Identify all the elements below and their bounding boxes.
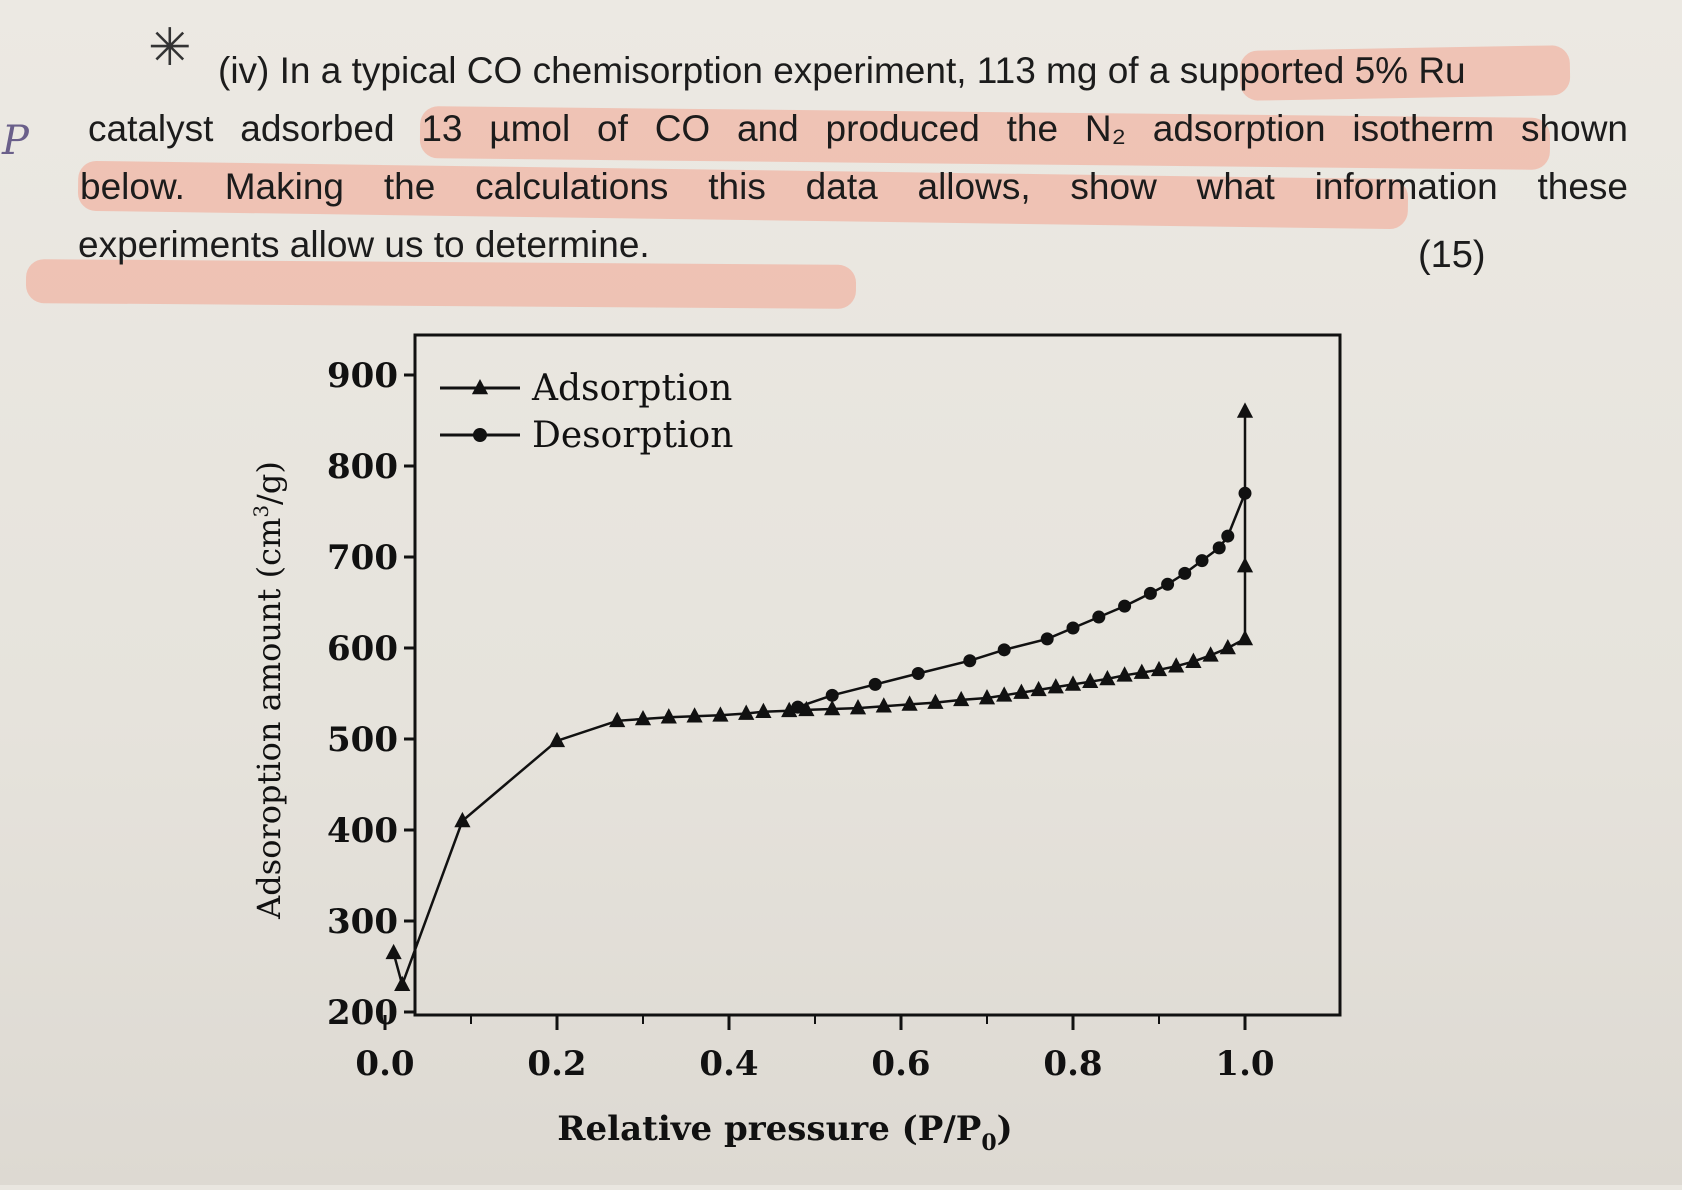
series-line-desorption <box>797 492 1247 709</box>
desorption-point <box>791 700 805 714</box>
adsorption-point <box>1047 678 1064 694</box>
x-tick-label: 0.6 <box>871 1044 930 1084</box>
adsorption-point <box>1082 672 1099 688</box>
marks-label: (15) <box>1418 234 1486 276</box>
asterisk-icon: ✳ <box>148 19 192 77</box>
desorption-point <box>1161 577 1175 591</box>
y-tick-label: 200 <box>327 993 398 1033</box>
adsorption-point <box>385 943 402 960</box>
y-tick-label: 900 <box>327 356 398 396</box>
desorption-point <box>1118 599 1132 613</box>
desorption-point <box>1212 541 1226 555</box>
adsorption-point <box>978 689 996 705</box>
adsorption-point <box>996 686 1013 702</box>
adsorption-point <box>824 699 841 716</box>
adsorption-point <box>1064 675 1082 691</box>
adsorption-point <box>738 704 755 720</box>
adsorption-point <box>1219 639 1236 655</box>
adsorption-point <box>798 700 815 717</box>
question-line-2: catalyst adsorbed 13 µmol of CO and prod… <box>88 108 1628 149</box>
y-tick-label: 400 <box>327 811 398 851</box>
legend-label: Adsorption <box>531 368 732 409</box>
adsorption-point <box>755 702 772 718</box>
y-tick-label: 500 <box>327 720 398 760</box>
desorption-point <box>1221 529 1235 543</box>
legend-triangle-marker <box>471 379 489 395</box>
legend-label: Desorption <box>532 415 733 456</box>
y-tick-label: 700 <box>327 538 398 578</box>
adsorption-point <box>609 711 626 728</box>
adsorption-point <box>660 708 677 724</box>
y-tick-label: 600 <box>327 629 398 669</box>
adsorption-point <box>454 811 471 828</box>
y-axis-label: Adsoroption amount (cm3/g) <box>249 461 288 920</box>
desorption-point <box>1040 632 1054 646</box>
adsorption-point <box>1013 683 1030 699</box>
adsorption-point <box>927 693 944 709</box>
question-line-1: (iv) In a typical CO chemisorption exper… <box>88 42 1628 100</box>
desorption-point <box>1092 610 1106 624</box>
adsorption-point <box>1099 669 1116 686</box>
legend-circle-marker <box>473 428 487 442</box>
series-markers <box>385 402 1254 991</box>
adsorption-point <box>1202 646 1219 662</box>
desorption-point <box>868 677 882 691</box>
series-line-adsorption <box>392 411 1247 989</box>
y-axis-label-sup: 3 <box>249 505 273 518</box>
axes-group: 200 300 400 500 600 700 800 900 0.0 0.2 0.4 0.6 0.8 1… <box>327 356 1275 1084</box>
desorption-point <box>1195 554 1209 568</box>
x-tick-label: 0.2 <box>527 1044 586 1084</box>
desorption-point <box>1178 566 1192 580</box>
adsorption-point <box>712 706 729 722</box>
adsorption-point <box>1236 557 1254 573</box>
adsorption-point <box>1236 629 1254 646</box>
desorption-point <box>997 643 1011 657</box>
desorption-point <box>911 666 925 680</box>
x-tick-label: 0.8 <box>1043 1044 1102 1084</box>
adsorption-point <box>1133 663 1150 679</box>
question-line-3: below. Making the calculations this data… <box>80 166 1628 207</box>
x-axis-label: Relative pressure (P/P0) <box>557 1109 1012 1156</box>
adsorption-point <box>849 699 867 715</box>
y-tick-label: 800 <box>327 447 398 487</box>
x-axis-label-close: ) <box>997 1109 1013 1149</box>
desorption-point <box>825 688 839 702</box>
adsorption-point <box>1030 680 1047 697</box>
series-lines <box>392 411 1247 989</box>
desorption-point <box>963 654 977 668</box>
legend: Adsorption Desorption <box>440 368 733 456</box>
question-line-1-text: In a typical CO chemisorption experiment… <box>279 50 1466 91</box>
adsorption-point <box>1185 652 1202 668</box>
adsorption-point <box>781 701 798 718</box>
adsorption-point <box>953 690 970 707</box>
question-line-4: experiments allow us to determine. <box>78 224 650 265</box>
y-axis-label-main: Adsoroption amount (cm <box>250 518 288 920</box>
x-axis-label-sub: 0 <box>981 1130 996 1156</box>
adsorption-point <box>394 975 411 991</box>
y-axis-label-close: /g) <box>250 461 288 505</box>
adsorption-point <box>548 731 566 748</box>
desorption-point <box>1143 586 1157 600</box>
plot-frame <box>413 333 1342 1017</box>
x-tick-label: 0.0 <box>355 1044 414 1084</box>
y-tick-label: 300 <box>327 902 398 942</box>
x-tick-label: 0.4 <box>699 1044 758 1084</box>
x-tick-label: 1.0 <box>1215 1044 1274 1084</box>
adsorption-point <box>1168 657 1185 673</box>
adsorption-point <box>1236 402 1254 418</box>
question-text: (iv) In a typical CO chemisorption exper… <box>78 42 1628 274</box>
adsorption-point <box>686 707 703 723</box>
adsorption-point <box>1116 666 1133 682</box>
adsorption-point <box>1150 660 1168 677</box>
adsorption-point <box>901 695 918 711</box>
desorption-point <box>1238 486 1252 500</box>
x-axis-label-main: Relative pressure (P/P <box>557 1109 981 1149</box>
adsorption-point <box>634 709 652 726</box>
margin-note: P <box>2 118 29 164</box>
desorption-point <box>1066 621 1080 635</box>
adsorption-point <box>875 697 892 713</box>
question-label: (iv) <box>218 50 270 91</box>
